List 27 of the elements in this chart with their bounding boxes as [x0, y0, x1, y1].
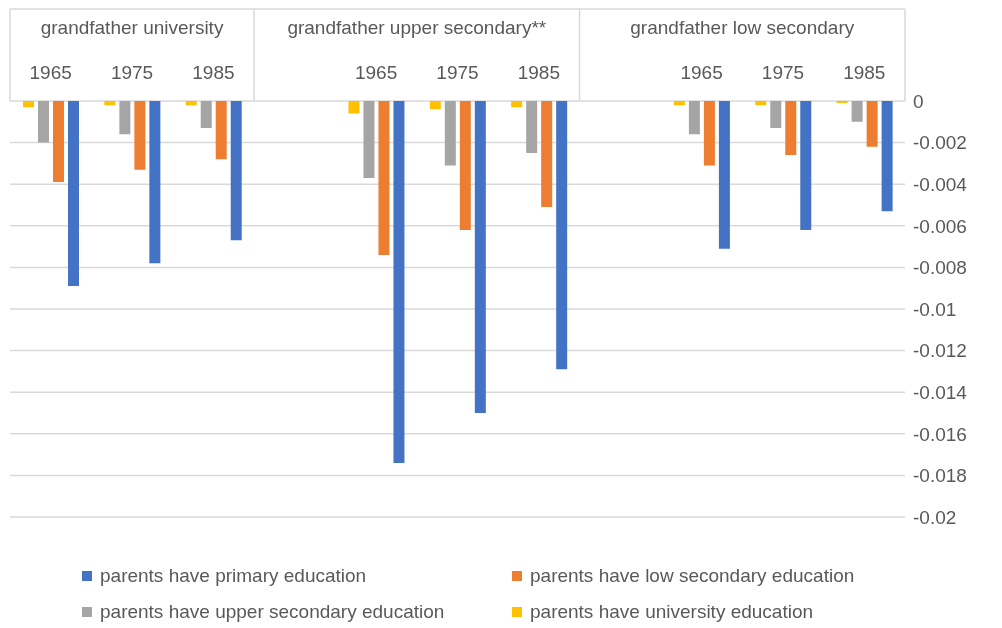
y-tick-label: -0.016: [913, 423, 967, 445]
text: grandfather university: [40, 17, 224, 38]
x-tick-label: 1975: [110, 62, 154, 83]
x-tick-label: 1975: [436, 62, 479, 83]
y-tick-label: -0.002: [913, 132, 967, 154]
x-tick-label: 1985: [843, 62, 886, 83]
y-tick-label: -0.02: [913, 506, 957, 528]
x-tick-label: 1965: [29, 62, 72, 83]
y-tick-label: -0.004: [913, 173, 968, 195]
x-tick-label: 1985: [192, 62, 235, 83]
x-tick-label: 1965: [680, 62, 723, 83]
legend-label: parents have primary education: [100, 565, 367, 587]
y-tick-label: 0: [913, 90, 924, 112]
y-tick-label: -0.014: [913, 381, 968, 403]
x-tick-label: 1985: [517, 62, 560, 83]
legend-label: parents have university education: [530, 601, 814, 623]
text: grandfather upper secondary**: [287, 17, 547, 38]
y-tick-label: -0.018: [913, 465, 967, 487]
legend-label: parents have upper secondary education: [100, 601, 445, 623]
y-tick-label: -0.01: [913, 298, 957, 320]
y-tick-label: -0.008: [913, 257, 967, 279]
text: grandfather low secondary: [630, 17, 855, 38]
legend-label: parents have low secondary education: [530, 565, 855, 587]
y-tick-label: -0.006: [913, 215, 967, 237]
x-tick-label: 1975: [761, 62, 805, 83]
y-tick-label: -0.012: [913, 340, 967, 362]
x-tick-label: 1965: [355, 62, 398, 83]
